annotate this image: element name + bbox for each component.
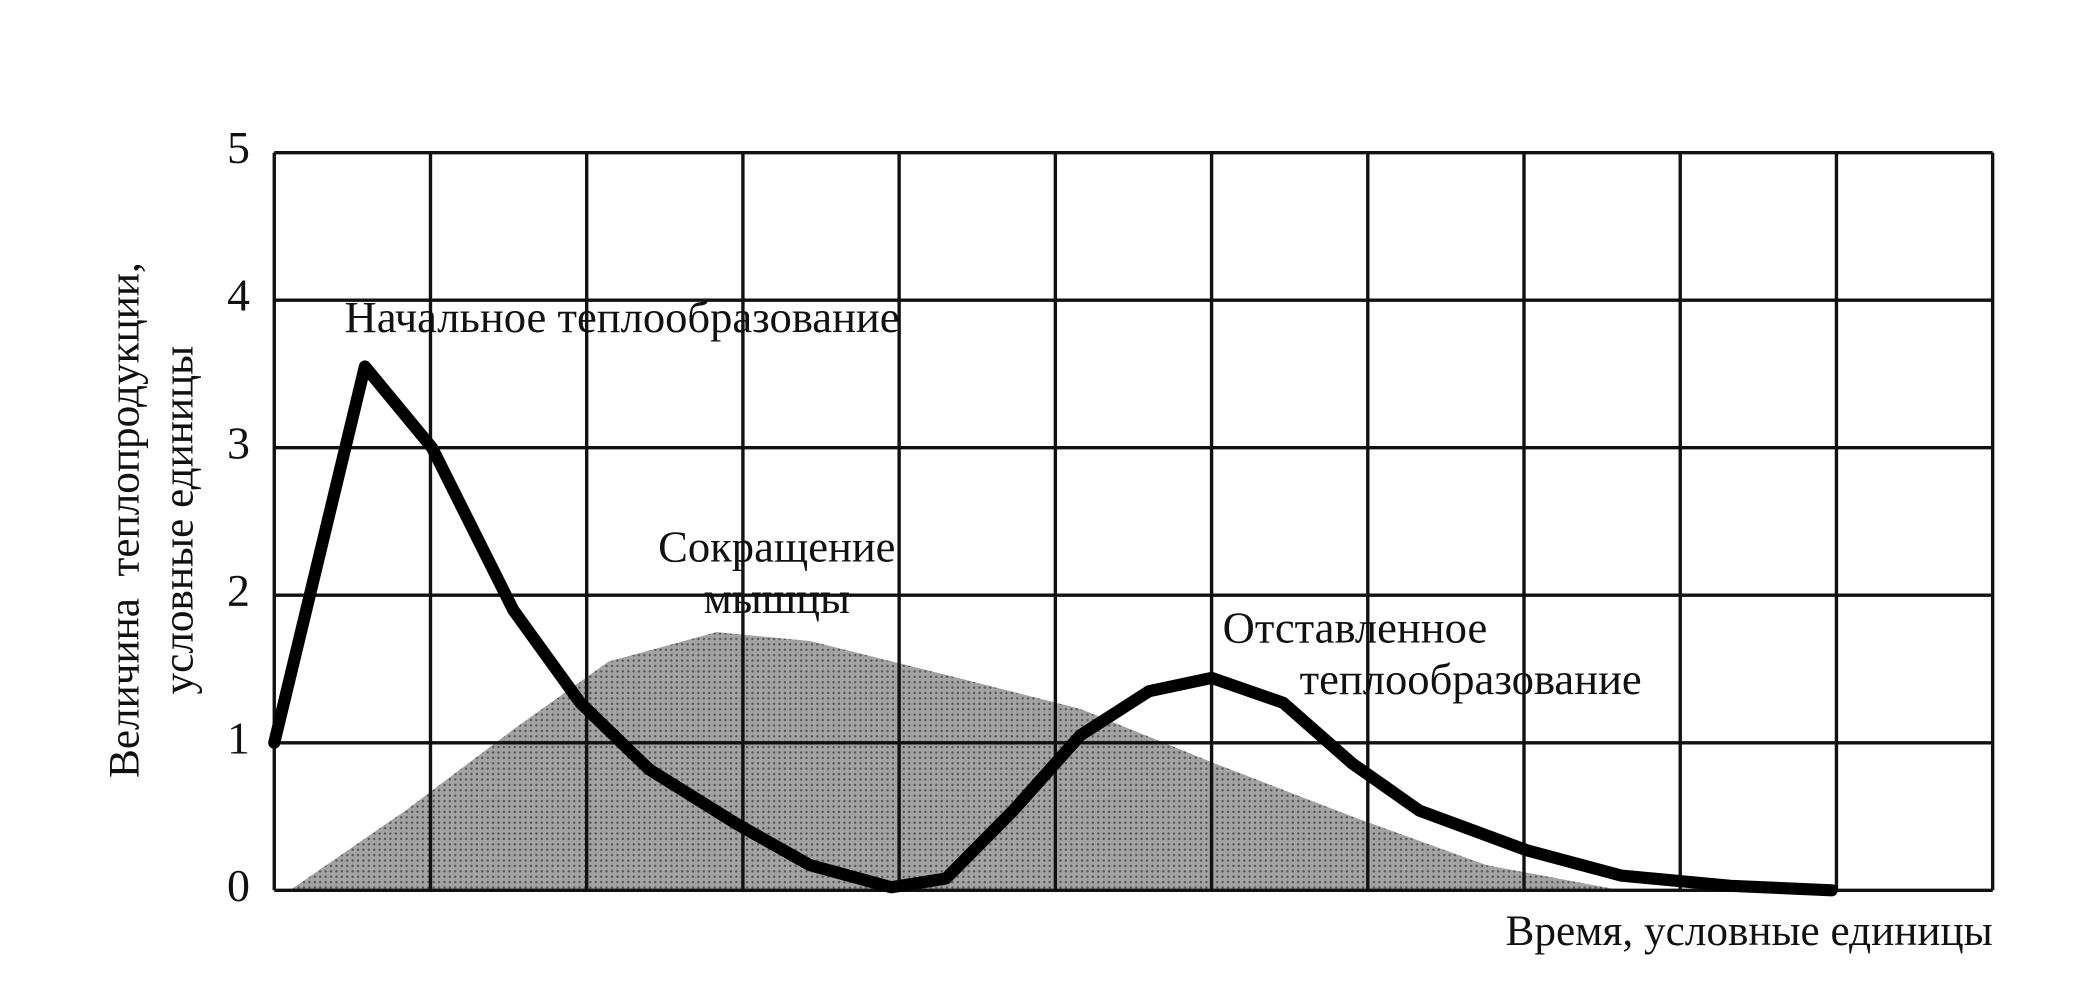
y-axis-label-line: условные единицы (154, 346, 202, 695)
y-axis-label-line: Величина теплопродукции, (100, 262, 148, 778)
annotation: Начальное теплообразование (345, 292, 900, 342)
annotation: Сокращение (658, 521, 895, 571)
y-tick-label: 1 (227, 712, 250, 763)
annotation: Отставленное (1223, 602, 1488, 652)
x-axis-label: Время, условные единицы (1506, 907, 1993, 955)
y-axis-label: Величина теплопродукции, условные единицы (100, 262, 202, 778)
y-tick-label: 3 (227, 417, 250, 468)
area (289, 632, 1621, 891)
line (268, 360, 1838, 897)
y-tick-label: 5 (227, 122, 250, 173)
y-tick-label: 4 (227, 270, 250, 321)
y-tick-label: 2 (227, 565, 250, 616)
annotation: мышцы (704, 573, 850, 623)
y-tick-label: 0 (227, 860, 250, 911)
annotation: теплообразование (1300, 654, 1642, 704)
